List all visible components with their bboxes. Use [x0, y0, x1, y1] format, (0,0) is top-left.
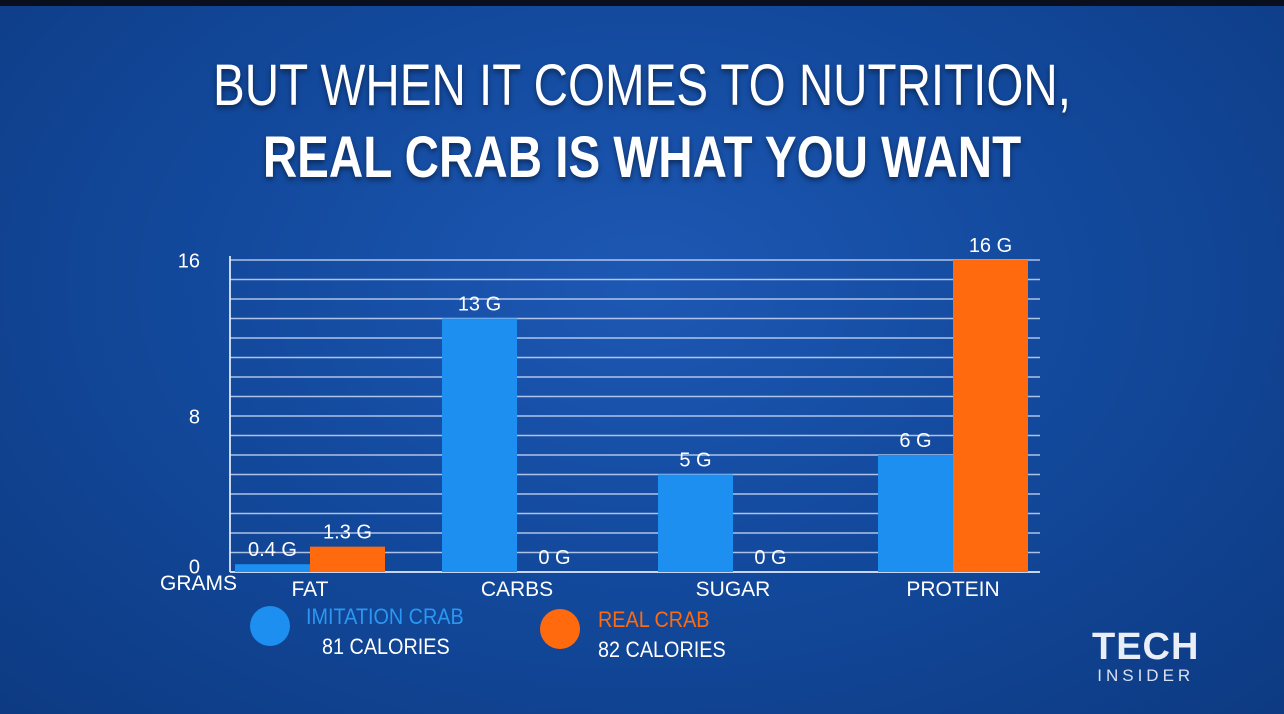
- y-axis-label: GRAMS: [160, 572, 237, 595]
- bar-real-crab-fat: [310, 546, 385, 572]
- data-label: 0.4 G: [248, 539, 297, 561]
- legend-calories-real: 82 CALORIES: [598, 637, 726, 662]
- data-label: 16 G: [969, 235, 1012, 257]
- legend-calories-imitation: 81 CALORIES: [322, 634, 450, 659]
- y-tick-label: 0: [189, 556, 200, 578]
- data-label: 13 G: [458, 294, 501, 316]
- legend-dot-real: [540, 609, 580, 649]
- y-tick-label: 16: [178, 250, 200, 272]
- data-label: 5 G: [679, 450, 711, 472]
- x-tick-label: PROTEIN: [906, 578, 999, 601]
- logo-insider: INSIDER: [1097, 666, 1195, 685]
- bar-imitation-crab-carbs: [442, 318, 517, 572]
- bar-imitation-crab-protein: [878, 455, 953, 572]
- x-tick-label: FAT: [292, 578, 329, 601]
- data-label: 0 G: [538, 547, 570, 569]
- data-label: 0 G: [754, 547, 786, 569]
- bar-imitation-crab-fat: [235, 564, 310, 572]
- data-label: 6 G: [899, 430, 931, 452]
- y-tick-label: 8: [189, 406, 200, 428]
- headline-line-2: REAL CRAB IS WHAT YOU WANT: [262, 125, 1022, 190]
- headline-line-1: BUT WHEN IT COMES TO NUTRITION,: [213, 53, 1071, 118]
- x-tick-label: CARBS: [481, 578, 553, 601]
- legend-label-imitation: IMITATION CRAB: [306, 604, 464, 629]
- bar-real-crab-protein: [953, 260, 1028, 572]
- legend-label-real: REAL CRAB: [598, 607, 710, 632]
- logo-tech: TECH: [1092, 626, 1200, 668]
- legend-dot-imitation: [250, 606, 290, 646]
- top-border: [0, 0, 1284, 6]
- bar-imitation-crab-sugar: [658, 474, 733, 572]
- tech-insider-logo: TECH INSIDER: [1092, 628, 1199, 686]
- x-tick-label: SUGAR: [696, 578, 771, 601]
- data-label: 1.3 G: [323, 522, 372, 544]
